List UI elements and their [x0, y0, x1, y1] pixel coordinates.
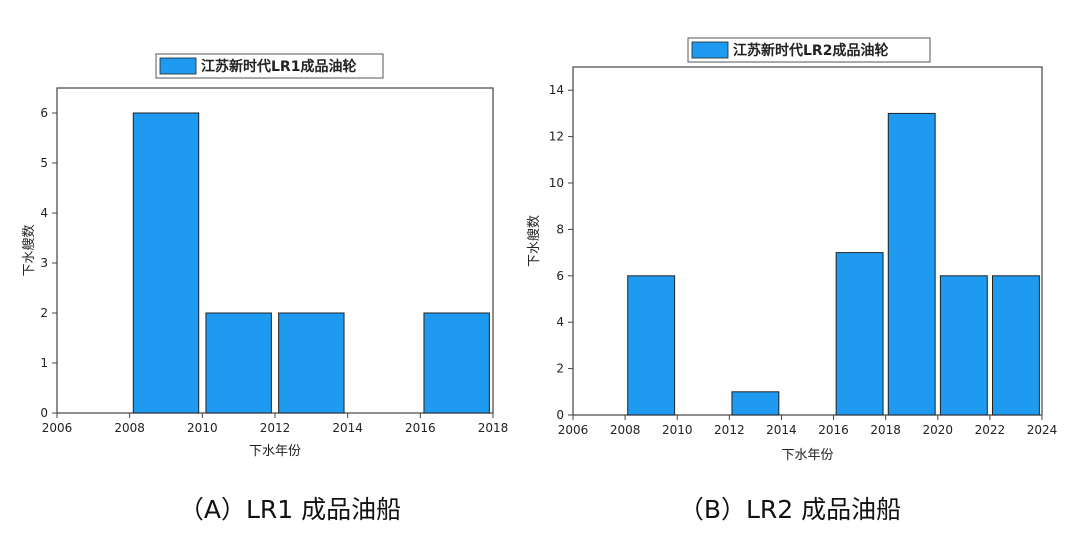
bar	[939, 275, 988, 416]
chart-panel-b: 2006 2008 2010 2012 2014 2016 2018 2020 2022 2024…	[526, 37, 1058, 524]
x-tick-label: 2014	[332, 421, 363, 435]
y-tick-label: 1	[40, 356, 48, 370]
y-tick-label: 12	[549, 130, 564, 144]
x-tick-label: 2006	[42, 421, 73, 435]
x-tick-label: 2012	[714, 423, 745, 437]
y-tick-label: 0	[556, 408, 564, 422]
y-tick-label: 4	[40, 206, 48, 220]
x-tick-label: 2016	[405, 421, 436, 435]
y-tick-label: 4	[556, 315, 564, 329]
bar	[991, 275, 1040, 416]
y-tick-label: 6	[40, 106, 48, 120]
y-axis-title: 下水艘数	[526, 215, 542, 267]
x-tick-label: 2008	[114, 421, 145, 435]
y-tick-label: 2	[556, 362, 564, 376]
bar	[132, 112, 200, 414]
y-tick-label: 0	[40, 406, 48, 420]
x-tick-label: 2024	[1027, 423, 1058, 437]
x-tick-label: 2018	[478, 421, 509, 435]
bar	[835, 252, 884, 416]
x-tick-label: 2008	[610, 423, 641, 437]
plot-frame	[572, 66, 1043, 416]
chart-panel-a: 2006 2008 2010 2012 2014 2016 2018 0 1 2 3 4 5 6 下水年份 下…	[21, 53, 509, 524]
x-tick-label: 2006	[558, 423, 589, 437]
x-tick-label: 2014	[766, 423, 797, 437]
bar	[423, 312, 490, 414]
y-tick-label: 6	[556, 269, 564, 283]
bar	[278, 312, 345, 414]
chart-caption: （A）LR1 成品油船	[179, 495, 401, 524]
x-tick-label: 2010	[187, 421, 218, 435]
y-tick-label: 3	[40, 256, 48, 270]
bar	[887, 112, 936, 416]
legend-label: 江苏新时代LR2成品油轮	[733, 42, 888, 59]
x-tick-label: 2020	[923, 423, 954, 437]
y-tick-label: 8	[556, 222, 564, 236]
chart-caption: （B）LR2 成品油船	[679, 495, 901, 524]
legend-label: 江苏新时代LR1成品油轮	[201, 58, 356, 75]
x-axis-title: 下水年份	[249, 444, 301, 459]
legend: 江苏新时代LR2成品油轮	[687, 37, 931, 63]
bar	[205, 312, 272, 414]
legend-swatch	[691, 41, 729, 59]
x-tick-label: 2022	[975, 423, 1006, 437]
y-tick-label: 10	[549, 176, 564, 190]
y-tick-label: 14	[549, 83, 564, 97]
y-axis-title: 下水艘数	[21, 224, 37, 276]
legend-swatch	[159, 57, 197, 75]
x-tick-label: 2018	[870, 423, 901, 437]
x-tick-label: 2016	[818, 423, 849, 437]
x-tick-label: 2012	[260, 421, 291, 435]
y-tick-label: 5	[40, 156, 48, 170]
bar	[627, 275, 676, 416]
legend: 江苏新时代LR1成品油轮	[155, 53, 384, 79]
bar	[731, 391, 780, 416]
y-tick-label: 2	[40, 306, 48, 320]
x-axis-title: 下水年份	[781, 448, 833, 463]
x-tick-label: 2010	[662, 423, 693, 437]
